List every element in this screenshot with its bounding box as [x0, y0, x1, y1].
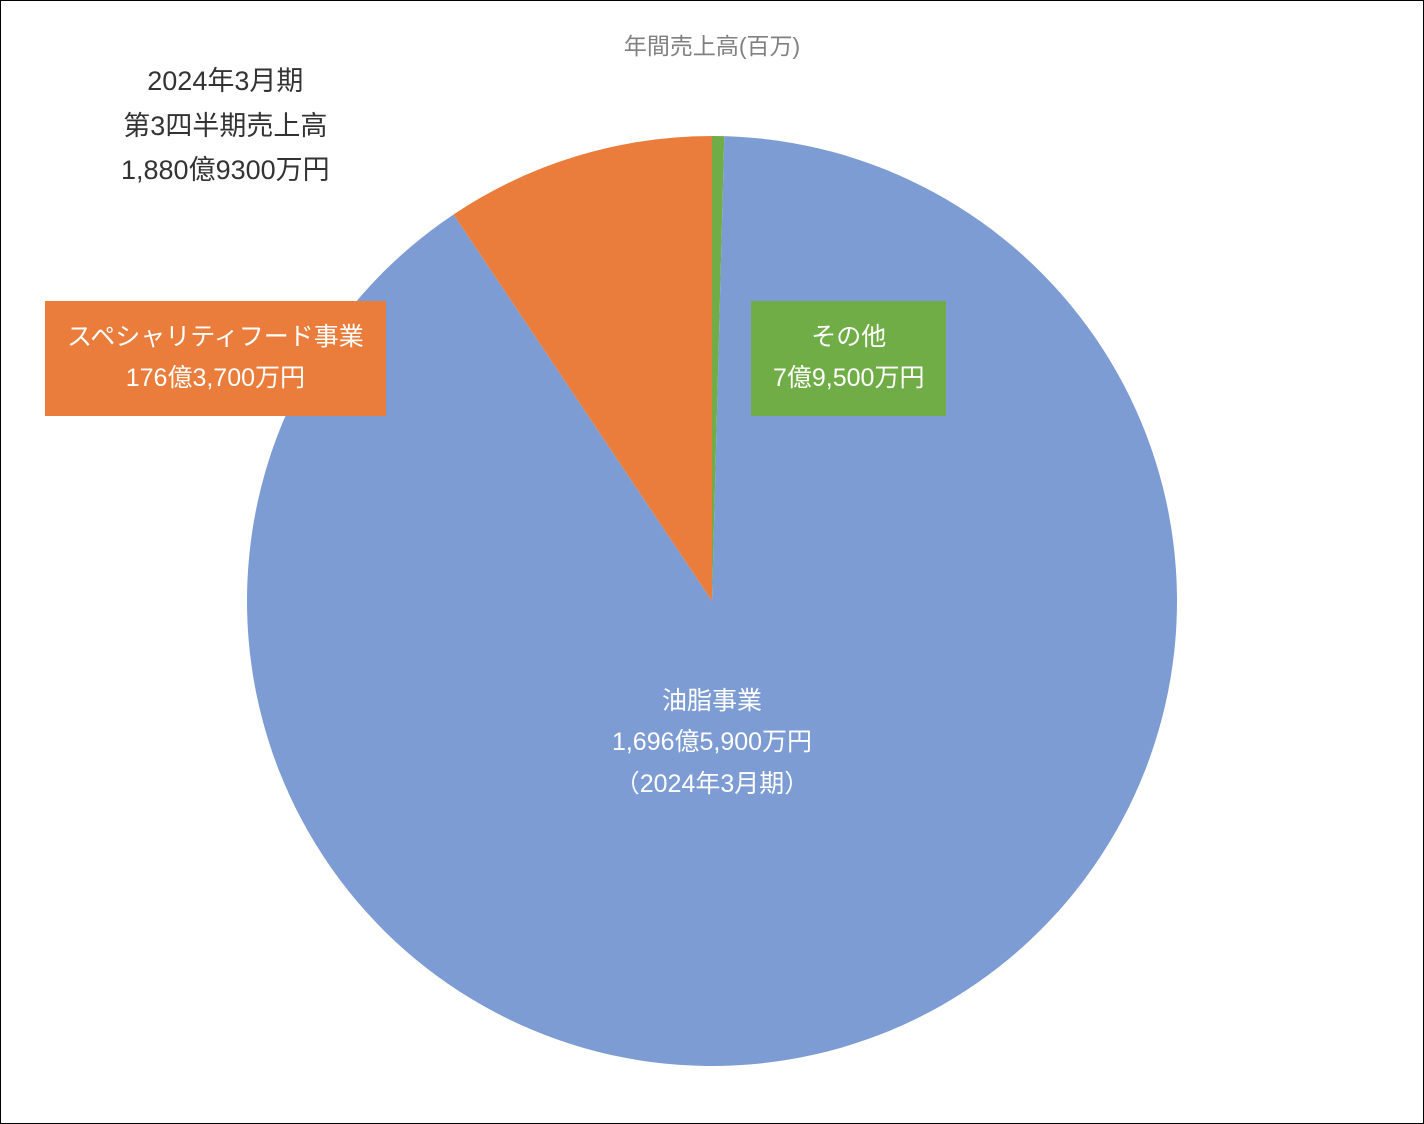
other-name: その他 — [773, 317, 924, 358]
chart-title: 年間売上高(百万) — [624, 27, 800, 61]
callout-specialty-food: スペシャリティフード事業 176億3,700万円 — [45, 301, 386, 416]
other-value: 7億9,500万円 — [773, 358, 924, 399]
pie-chart — [247, 136, 1177, 1066]
specialty-name: スペシャリティフード事業 — [67, 317, 364, 358]
specialty-value: 176億3,700万円 — [67, 358, 364, 399]
summary-line1: 2024年3月期 — [121, 59, 330, 104]
callout-other: その他 7億9,500万円 — [751, 301, 946, 416]
chart-container: 年間売上高(百万) 2024年3月期 第3四半期売上高 1,880億9300万円… — [0, 0, 1424, 1124]
